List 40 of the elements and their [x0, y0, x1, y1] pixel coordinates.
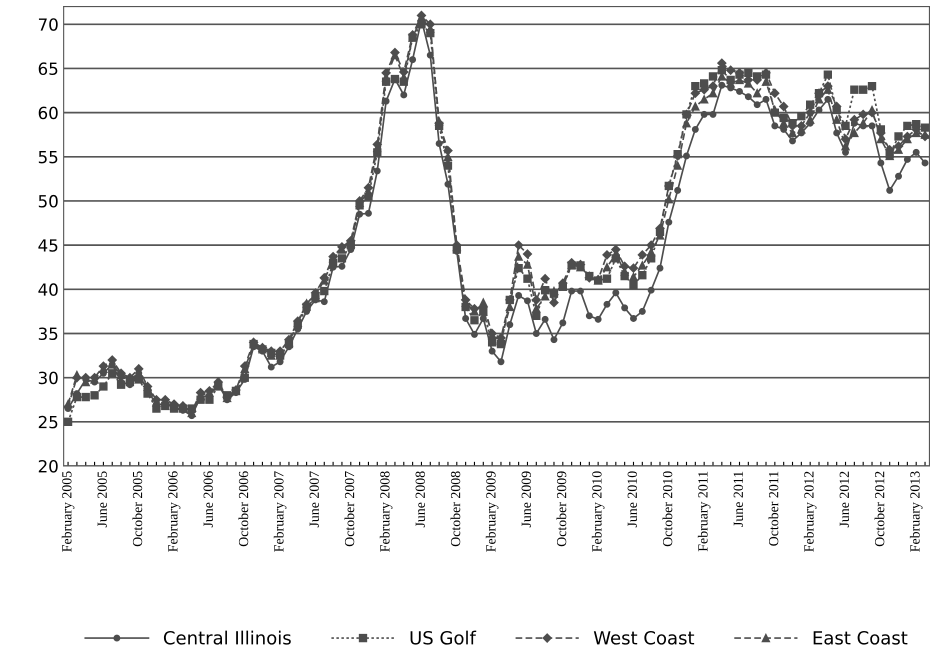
legend-label: West Coast: [594, 630, 694, 645]
x-tick-label: June 2005: [98, 471, 107, 528]
x-tick-label: October 2006: [238, 471, 248, 546]
x-tick-label: February 2005: [62, 471, 74, 552]
x-tick-label: February 2009: [486, 471, 498, 552]
x-tick-label: October 2008: [450, 471, 460, 546]
legend-label: Central Illinois: [164, 630, 291, 645]
y-tick-label: 45: [38, 239, 58, 252]
x-tick-label: February 2010: [592, 471, 604, 552]
x-tick-label: June 2012: [840, 472, 849, 528]
x-tick-label: February 2007: [274, 471, 286, 552]
x-tick-label: June 2009: [522, 471, 531, 528]
y-tick-label: 65: [38, 62, 58, 76]
y-tick-label: 60: [38, 106, 58, 120]
x-tick-label: June 2011: [734, 472, 743, 527]
y-tick-label: 20: [38, 460, 58, 473]
x-tick-label: June 2010: [628, 471, 637, 528]
y-tick-label: 35: [38, 327, 58, 340]
y-tick-label: 50: [38, 194, 58, 208]
x-tick-label: June 2006: [204, 471, 213, 528]
x-tick-label: February 2011: [698, 472, 710, 552]
x-tick-label: February 2008: [380, 471, 392, 552]
x-tick-label: June 2008: [416, 471, 425, 528]
x-tick-label: October 2009: [556, 471, 566, 546]
legend-label: East Coast: [814, 630, 908, 645]
y-tick-label: 40: [38, 283, 58, 296]
x-tick-label: February 2012: [804, 472, 816, 552]
x-tick-label: October 2011: [768, 472, 778, 546]
legend-label: US Golf: [410, 630, 476, 645]
y-tick-label: 25: [38, 416, 58, 428]
y-tick-label: 30: [38, 372, 58, 384]
x-tick-label: October 2012: [874, 472, 884, 546]
x-tick-label: October 2005: [132, 471, 142, 546]
x-tick-label: June 2007: [310, 471, 319, 528]
x-tick-label: February 2006: [168, 471, 180, 552]
x-tick-label: February 2013: [910, 471, 923, 552]
x-tick-label: October 2007: [344, 471, 354, 546]
y-tick-label: 70: [38, 18, 58, 31]
y-tick-label: 55: [38, 150, 58, 164]
x-tick-label: October 2010: [662, 471, 672, 546]
